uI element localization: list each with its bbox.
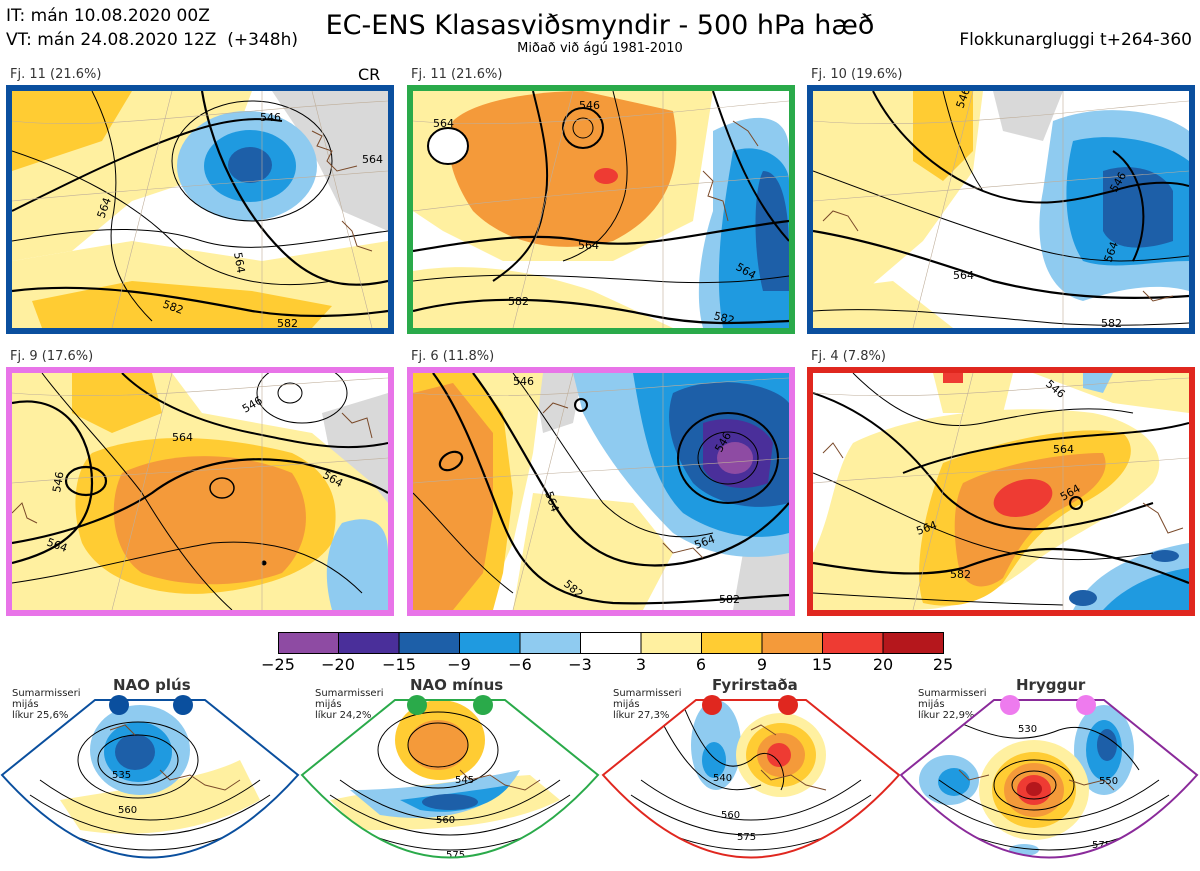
contour-label: 582	[719, 593, 740, 606]
colorbar-tick: −25	[261, 655, 295, 674]
cluster-2-label: Fj. 11 (21.6%)	[411, 67, 503, 82]
regime-4-note: Sumarmisseri mijás líkur 22,9%	[918, 688, 987, 721]
contour-label: 564	[433, 117, 454, 130]
contour-label: 560	[436, 815, 455, 826]
cluster-1-marker: CR	[358, 65, 381, 84]
colorbar-tick: 25	[932, 655, 954, 674]
contour-label: 530	[1018, 724, 1037, 735]
contour-label: 540	[713, 773, 732, 784]
regime-2-title: NAO mínus	[410, 676, 504, 694]
colorbar-segment	[822, 632, 883, 654]
valid-time: VT: mán 24.08.2020 12Z (+348h)	[6, 30, 298, 50]
cluster-3-map: 546 546 564 564 582	[807, 85, 1195, 334]
colorbar-segment	[278, 632, 339, 654]
contour-label: 535	[112, 770, 131, 781]
colorbar-segment	[399, 632, 460, 654]
cluster-2-map: 546 564 564 564 582 582	[407, 85, 795, 334]
contour-label: 564	[172, 431, 193, 444]
regime-4-title: Hryggur	[1016, 676, 1086, 694]
regime-1-marker	[109, 695, 129, 715]
regime-2-note: Sumarmisseri mijás líkur 24,2%	[315, 688, 384, 721]
cluster-3-label: Fj. 10 (19.6%)	[811, 67, 903, 82]
colorbar-tick: −20	[321, 655, 355, 674]
colorbar-tick: 6	[695, 655, 707, 674]
contour-label: 575	[1092, 840, 1111, 851]
regime-2-marker	[473, 695, 493, 715]
contour-label: 582	[508, 295, 529, 308]
contour-label: 564	[578, 239, 599, 252]
colorbar-segment	[883, 632, 944, 654]
contour-label: 560	[721, 810, 740, 821]
contour-label: 564	[953, 269, 974, 282]
contour-label: 545	[455, 775, 474, 786]
contour-label: 575	[737, 832, 756, 843]
regime-1-title: NAO plús	[113, 676, 191, 694]
contour-label: 582	[1101, 317, 1122, 328]
regime-3-marker	[778, 695, 798, 715]
colorbar-tick: 20	[872, 655, 894, 674]
regime-1-map: 535 560	[0, 695, 300, 859]
colorbar-tick: 9	[756, 655, 768, 674]
contour-label: 582	[950, 568, 971, 581]
colorbar	[278, 632, 944, 654]
colorbar-segment	[459, 632, 520, 654]
contour-label: 575	[446, 850, 465, 861]
regime-4-marker	[1076, 695, 1096, 715]
contour-label: 582	[277, 317, 298, 328]
colorbar-tick: 3	[635, 655, 647, 674]
regime-3-title: Fyrirstaða	[712, 676, 798, 694]
colorbar-tick: −15	[382, 655, 416, 674]
colorbar-segment	[520, 632, 581, 654]
regime-4-marker	[1000, 695, 1020, 715]
contour-label: 546	[579, 99, 600, 112]
contour-label: 546	[513, 375, 534, 388]
cluster-1-map: 564 546 564 564 582 582	[6, 85, 394, 334]
regime-2-map: 545 560 575	[300, 695, 600, 861]
colorbar-segment	[701, 632, 762, 654]
contour-label: 546	[260, 111, 281, 124]
colorbar-segment	[641, 632, 702, 654]
colorbar-tick: −3	[568, 655, 592, 674]
classification-window: Flokkunargluggi t+264-360	[959, 30, 1192, 50]
cluster-6-map: 546 564 564 564 582	[807, 367, 1195, 616]
colorbar-segment	[762, 632, 823, 654]
page-subtitle: Miðað við ágú 1981-2010	[517, 41, 683, 56]
regime-3-note: Sumarmisseri mijás líkur 27,3%	[613, 688, 682, 721]
cluster-5-label: Fj. 6 (11.8%)	[411, 349, 495, 364]
contour-label: 564	[362, 153, 383, 166]
regime-1-marker	[173, 695, 193, 715]
colorbar-segment	[580, 632, 641, 654]
cluster-5-map: 546 546 564 564 582 582	[407, 367, 795, 616]
page-title: EC-ENS Klasasviðsmyndir - 500 hPa hæð	[325, 10, 875, 41]
contour-label: 582	[712, 309, 736, 327]
colorbar-tick: 15	[811, 655, 833, 674]
cluster-1-label: Fj. 11 (21.6%)	[10, 67, 102, 82]
regime-1-note: Sumarmisseri mijás líkur 25,6%	[12, 688, 81, 721]
regime-3-map: 540 560 575	[601, 695, 901, 859]
contour-label: 564	[231, 251, 247, 274]
contour-label: 550	[1099, 776, 1118, 787]
regime-3-marker	[702, 695, 722, 715]
cluster-6-label: Fj. 4 (7.8%)	[811, 349, 886, 364]
contour-label: 560	[118, 805, 137, 816]
colorbar-tick: −9	[447, 655, 471, 674]
cluster-4-label: Fj. 9 (17.6%)	[10, 349, 94, 364]
colorbar-segment	[338, 632, 399, 654]
contour-label: 564	[1053, 443, 1074, 456]
colorbar-tick: −6	[508, 655, 532, 674]
cluster-4-map: 546 546 564 564 564	[6, 367, 394, 616]
contour-label: 546	[50, 471, 66, 494]
init-time: IT: mán 10.08.2020 00Z	[6, 6, 210, 26]
regime-2-marker	[407, 695, 427, 715]
regime-4-map: 530 550 575	[899, 695, 1199, 859]
